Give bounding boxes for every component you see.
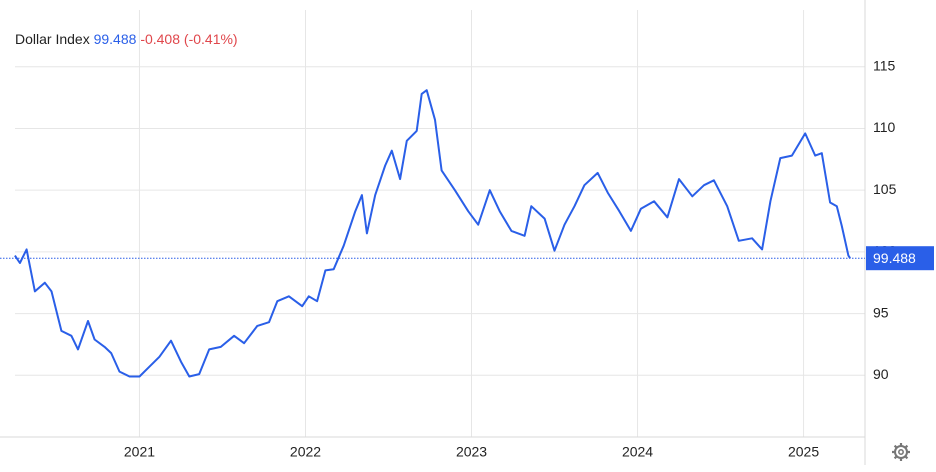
last-value: 99.488 (94, 31, 137, 47)
header: Dollar Index 99.488 -0.408 (-0.41%) (15, 31, 238, 47)
y-tick-label: 90 (873, 366, 889, 382)
x-tick-label: 2021 (124, 444, 155, 460)
line (14, 89, 851, 378)
settings-icon[interactable] (892, 443, 910, 461)
change-percent: (-0.41%) (184, 31, 238, 47)
gear-teeth[interactable] (892, 443, 910, 461)
change: -0.408 (140, 31, 180, 47)
x-tick-label: 2024 (622, 444, 653, 460)
y-tick-label: 115 (873, 57, 896, 73)
x-tick-label: 2025 (788, 444, 819, 460)
last-value-label: 99.488 (873, 250, 916, 266)
chart-title: Dollar Index (15, 31, 90, 47)
y-tick-label: 110 (873, 119, 896, 135)
y-tick-label: 105 (873, 181, 897, 197)
last-value-box (866, 246, 934, 271)
y-tick-label: 95 (873, 304, 889, 320)
gear-hole[interactable] (898, 449, 904, 455)
x-tick-label: 2023 (456, 444, 487, 460)
x-tick-label: 2022 (290, 444, 321, 460)
